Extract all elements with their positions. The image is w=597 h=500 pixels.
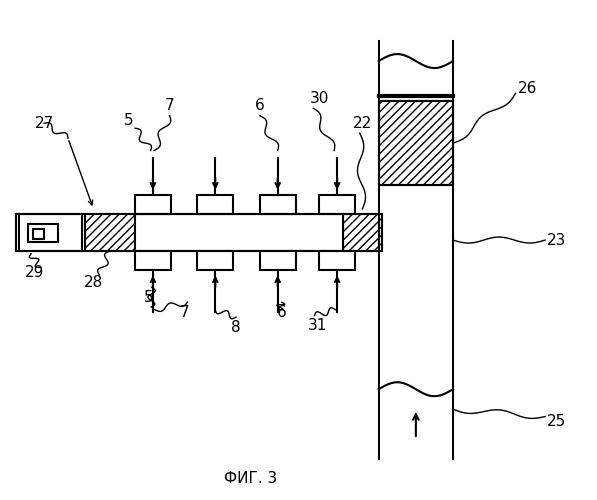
Text: 6: 6 <box>277 304 287 320</box>
Text: 30: 30 <box>310 91 329 106</box>
Text: 27: 27 <box>35 116 54 130</box>
Bar <box>135 214 343 251</box>
Text: 7: 7 <box>180 304 189 320</box>
Bar <box>198 251 233 270</box>
Bar <box>319 251 355 270</box>
Text: 26: 26 <box>518 81 537 96</box>
Bar <box>378 101 453 186</box>
Bar <box>319 195 355 214</box>
Bar <box>135 195 171 214</box>
Text: 22: 22 <box>353 116 373 130</box>
Bar <box>85 214 135 251</box>
Bar <box>19 214 82 251</box>
Text: 5: 5 <box>144 290 153 304</box>
Text: 5: 5 <box>124 113 134 128</box>
Bar <box>28 224 58 242</box>
Text: 25: 25 <box>547 414 567 429</box>
Text: 8: 8 <box>231 320 241 334</box>
Bar <box>260 251 296 270</box>
Text: 28: 28 <box>84 275 103 290</box>
Bar <box>260 195 296 214</box>
Text: 29: 29 <box>24 265 44 280</box>
Text: 6: 6 <box>255 98 264 114</box>
Text: 23: 23 <box>547 232 567 248</box>
Bar <box>343 214 381 251</box>
Text: 7: 7 <box>165 98 174 114</box>
Text: 31: 31 <box>308 318 327 333</box>
Bar <box>33 228 44 238</box>
Bar <box>198 195 233 214</box>
Bar <box>135 251 171 270</box>
Text: ФИГ. 3: ФИГ. 3 <box>224 471 278 486</box>
